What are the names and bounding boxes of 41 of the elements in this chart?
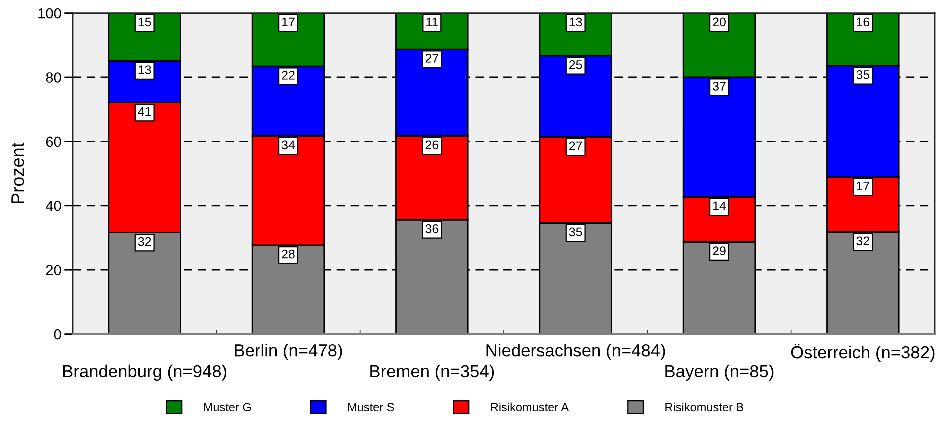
data-label: 16 (857, 18, 870, 27)
data-label: 17 (857, 182, 870, 191)
x-tick-label: Österreich (n=382) (791, 344, 935, 362)
x-tick-label: Bremen (n=354) (370, 364, 494, 382)
data-label: 36 (426, 224, 439, 234)
data-label: 27 (426, 54, 438, 63)
data-label: 29 (713, 246, 726, 256)
data-label: 35 (856, 70, 870, 80)
data-label: 13 (570, 18, 582, 27)
y-tick-label: 60 (46, 136, 62, 148)
data-label: 37 (713, 82, 726, 91)
data-label: 26 (426, 140, 439, 150)
y-tick-label: 0 (54, 329, 62, 340)
y-tick-label: 40 (46, 201, 62, 212)
x-tick-label: Brandenburg (n=948) (64, 364, 227, 382)
data-label: 15 (138, 18, 152, 27)
data-label: 14 (714, 202, 726, 210)
x-tick-label: Bayern (n=85) (666, 364, 774, 382)
data-label: 20 (713, 18, 726, 27)
data-label: 25 (570, 60, 582, 70)
y-tick-label: 100 (38, 8, 62, 19)
legend-label: Muster S (348, 403, 394, 412)
data-label: 11 (426, 18, 438, 27)
data-label: 22 (282, 71, 295, 80)
x-tick-label: Berlin (n=478) (235, 344, 342, 360)
data-label: 28 (282, 250, 295, 259)
data-label: 34 (282, 140, 296, 150)
legend-label: Muster G (204, 403, 251, 412)
data-label: 32 (138, 237, 152, 246)
y-tick-label: 80 (46, 72, 62, 83)
data-label: 32 (856, 236, 870, 246)
y-axis-title: Prozent (12, 142, 24, 204)
data-label: 27 (570, 142, 582, 150)
data-label: 13 (138, 66, 152, 74)
y-tick-label: 20 (46, 265, 62, 276)
data-label: 41 (138, 107, 152, 116)
legend-label: Risikomuster B (666, 402, 744, 412)
data-label: 35 (569, 228, 582, 237)
x-tick-label: Niedersachsen (n=484) (486, 344, 666, 360)
legend-label: Risikomuster A (491, 402, 570, 412)
data-label: 17 (282, 18, 295, 27)
